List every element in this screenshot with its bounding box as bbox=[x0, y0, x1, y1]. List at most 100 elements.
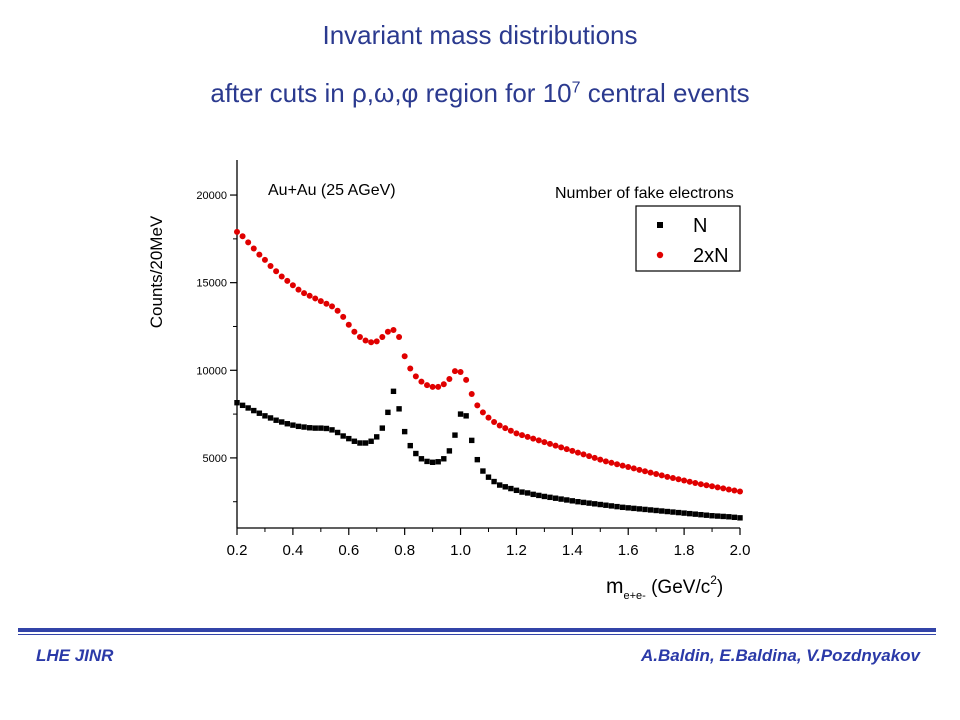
data-point bbox=[659, 508, 665, 514]
data-point bbox=[619, 504, 626, 511]
data-point bbox=[614, 503, 620, 510]
data-point bbox=[368, 438, 374, 444]
data-point bbox=[681, 510, 687, 516]
data-point bbox=[284, 421, 290, 427]
data-point bbox=[429, 459, 436, 465]
y-tick-label: 10000 bbox=[196, 365, 227, 377]
data-point bbox=[273, 417, 279, 423]
data-point bbox=[373, 338, 380, 345]
data-point bbox=[619, 462, 626, 469]
data-point bbox=[524, 490, 531, 496]
y-tick-label: 15000 bbox=[196, 278, 227, 290]
data-point bbox=[385, 409, 391, 416]
x-tick-label: 1.0 bbox=[450, 542, 471, 559]
data-point bbox=[345, 321, 352, 328]
data-point bbox=[731, 487, 738, 494]
data-point bbox=[356, 333, 363, 340]
data-point bbox=[284, 277, 291, 284]
data-point bbox=[278, 273, 285, 280]
chart-annotation: Au+Au (25 AGeV) bbox=[268, 182, 396, 199]
data-point bbox=[653, 507, 659, 514]
data-point bbox=[323, 425, 330, 432]
data-point bbox=[451, 368, 458, 375]
data-point bbox=[586, 453, 593, 460]
data-point bbox=[468, 390, 475, 397]
data-point bbox=[491, 418, 498, 425]
data-point bbox=[312, 425, 318, 431]
data-point bbox=[731, 514, 738, 521]
data-point bbox=[614, 461, 621, 468]
x-axis-label-sub: e+e- bbox=[624, 590, 647, 602]
data-point bbox=[546, 440, 553, 447]
x-tick-label: 0.8 bbox=[394, 542, 415, 559]
data-point bbox=[424, 458, 430, 465]
data-point bbox=[239, 402, 246, 409]
data-point bbox=[687, 510, 693, 517]
data-point bbox=[295, 423, 302, 430]
data-point bbox=[306, 425, 313, 431]
data-point bbox=[317, 298, 324, 305]
data-point bbox=[541, 493, 548, 500]
data-point bbox=[686, 478, 693, 485]
data-point bbox=[653, 471, 660, 478]
footer-authors: A.Baldin, E.Baldina, V.Pozdnyakov bbox=[641, 646, 920, 665]
data-point bbox=[334, 429, 341, 436]
data-point bbox=[631, 505, 637, 512]
data-point bbox=[374, 434, 380, 440]
data-point bbox=[575, 499, 581, 505]
data-point bbox=[452, 432, 458, 438]
data-point bbox=[234, 400, 240, 406]
x-axis-label-main: m bbox=[606, 575, 624, 598]
data-point bbox=[407, 365, 414, 372]
data-point bbox=[737, 488, 743, 495]
data-point bbox=[636, 506, 643, 512]
data-point bbox=[485, 474, 492, 480]
data-point bbox=[647, 507, 654, 513]
data-point bbox=[256, 410, 263, 416]
data-point bbox=[569, 447, 576, 454]
data-point bbox=[401, 428, 408, 435]
data-point bbox=[418, 378, 425, 385]
data-point bbox=[519, 432, 526, 439]
data-point bbox=[641, 468, 648, 475]
data-point bbox=[658, 472, 665, 479]
data-point bbox=[295, 286, 302, 293]
data-point bbox=[502, 425, 509, 432]
data-point bbox=[346, 435, 352, 442]
data-point bbox=[647, 469, 654, 476]
data-point bbox=[703, 482, 710, 489]
data-point bbox=[491, 478, 497, 485]
data-point bbox=[362, 337, 369, 344]
data-point bbox=[329, 303, 336, 310]
data-point bbox=[463, 413, 469, 419]
data-point bbox=[524, 433, 531, 440]
legend-marker bbox=[656, 251, 664, 259]
data-point bbox=[463, 376, 470, 383]
data-point bbox=[239, 233, 246, 240]
data-point bbox=[508, 485, 514, 492]
data-point bbox=[636, 466, 643, 473]
x-axis-label-unit: (GeV/c bbox=[646, 577, 710, 598]
data-point bbox=[245, 239, 252, 246]
data-point bbox=[675, 476, 682, 483]
data-point bbox=[256, 251, 263, 258]
data-point bbox=[245, 405, 251, 411]
data-point bbox=[726, 514, 732, 520]
data-point bbox=[697, 481, 704, 488]
data-point bbox=[535, 437, 542, 444]
data-point bbox=[351, 438, 358, 444]
data-point bbox=[334, 307, 341, 314]
x-tick-label: 1.2 bbox=[506, 542, 527, 559]
data-point bbox=[552, 495, 559, 501]
data-point bbox=[530, 435, 537, 442]
data-point bbox=[390, 326, 397, 333]
data-point bbox=[698, 511, 704, 518]
data-point bbox=[262, 413, 268, 419]
data-point bbox=[507, 427, 514, 434]
data-point bbox=[714, 484, 721, 491]
data-point bbox=[329, 427, 335, 433]
data-point bbox=[681, 477, 688, 484]
data-point bbox=[574, 449, 581, 456]
data-point bbox=[737, 515, 743, 521]
data-point bbox=[441, 456, 447, 462]
